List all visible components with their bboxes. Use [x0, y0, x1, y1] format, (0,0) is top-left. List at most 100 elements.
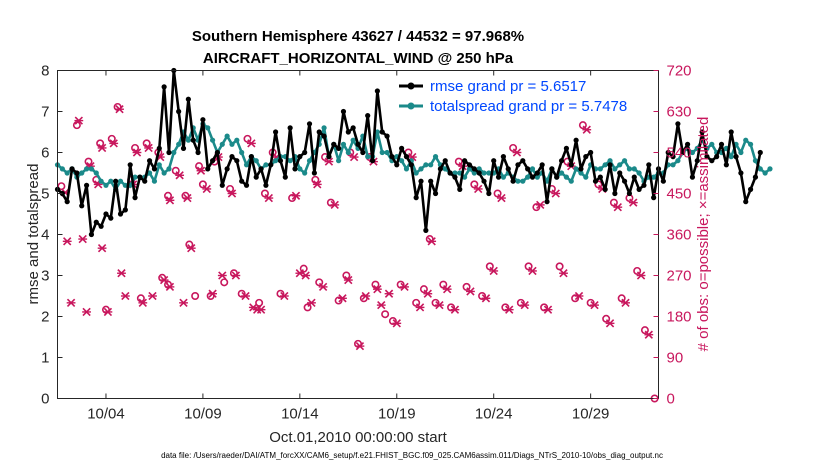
rmse-point	[331, 141, 337, 147]
axis-ticks: 0 1 2 3 4 5 6 7 8 0 90 180 270 360 450 540 630 720 10/04 10…	[41, 63, 691, 423]
obs-possible-marker	[431, 298, 440, 307]
rmse-point	[108, 215, 114, 221]
y-axis-label: rmse and totalspread	[25, 164, 42, 305]
obs-possible-marker	[462, 282, 471, 291]
rmse-point	[500, 154, 507, 160]
rmse-point	[360, 149, 366, 156]
obs-assimilated-marker	[466, 287, 475, 296]
y-tick-label: 7	[41, 104, 49, 121]
obs-assimilated-marker	[66, 298, 76, 307]
obs-assimilated-marker	[74, 116, 84, 125]
totalspread-point	[219, 141, 225, 147]
obs-possible-marker	[586, 298, 595, 307]
rmse-point	[180, 145, 187, 151]
obs-assimilated-marker	[82, 307, 91, 317]
rmse-point	[117, 211, 124, 217]
totalspread-point	[675, 158, 681, 164]
x-tick-label: 10/04	[87, 406, 125, 423]
obs-assimilated-marker	[574, 291, 584, 301]
totalspread-point	[234, 137, 240, 143]
obs-possible-marker	[303, 303, 312, 312]
obs-possible-marker	[555, 262, 564, 271]
totalspread-point	[738, 149, 744, 156]
rmse-point	[520, 158, 526, 164]
totalspread-point	[602, 162, 608, 168]
rmse-point	[418, 178, 424, 184]
legend-spread-marker	[407, 102, 415, 110]
totalspread-point	[466, 166, 473, 172]
obs-possible-marker	[609, 198, 618, 207]
y-right-tick-label: 450	[667, 186, 692, 203]
rmse-point	[399, 145, 405, 151]
rmse-point	[321, 133, 327, 139]
obs-possible-marker	[594, 180, 603, 189]
rmse-point	[529, 174, 536, 180]
rmse-point	[268, 162, 274, 168]
totalspread-point	[176, 141, 182, 147]
rmse-point	[103, 211, 109, 217]
obs-assimilated-marker	[636, 271, 646, 280]
obs-possible-marker	[516, 298, 525, 307]
rmse-point	[132, 195, 138, 201]
totalspread-point	[224, 133, 230, 139]
totalspread-point	[728, 154, 734, 160]
totalspread-point	[432, 154, 439, 160]
rmse-point	[558, 158, 565, 164]
x-tick-label: 10/29	[572, 406, 610, 423]
totalspread-point	[563, 174, 570, 180]
obs-assimilated-marker	[109, 139, 119, 148]
totalspread-point	[287, 158, 293, 164]
totalspread-point	[534, 174, 540, 180]
obs-assimilated-marker	[312, 180, 322, 189]
totalspread-point	[345, 149, 351, 156]
x-tick-label: 10/14	[281, 406, 319, 423]
totalspread-point	[365, 154, 371, 160]
obs-possible-marker	[315, 278, 324, 287]
y-tick-label: 4	[41, 227, 49, 244]
totalspread-point	[243, 162, 250, 168]
rmse-point	[539, 162, 545, 168]
obs-possible-marker	[412, 298, 421, 307]
obs-assimilated-marker	[241, 291, 250, 301]
obs-possible-marker	[640, 326, 649, 335]
totalspread-point	[583, 174, 589, 180]
obs-possible-marker	[524, 262, 533, 271]
rmse-point	[389, 154, 395, 160]
totalspread-point	[302, 170, 308, 176]
obs-assimilated-marker	[400, 282, 409, 292]
totalspread-point	[209, 137, 216, 143]
rmse-point	[340, 108, 347, 115]
obs-assimilated-marker	[361, 291, 371, 301]
obs-assimilated-marker	[186, 244, 196, 253]
rmse-point	[665, 149, 671, 156]
rmse-point	[728, 129, 734, 135]
totalspread-point	[612, 166, 618, 172]
obs-possible-marker	[388, 317, 397, 326]
rmse-point	[205, 166, 211, 172]
rmse-point	[505, 166, 511, 172]
rmse-point	[592, 178, 599, 184]
rmse-point	[636, 186, 642, 192]
rmse-point	[733, 154, 739, 160]
obs-possible-marker	[276, 289, 285, 298]
obs-assimilated-marker	[512, 148, 522, 157]
obs-possible-marker	[198, 180, 207, 189]
rmse-point	[588, 149, 594, 156]
y-right-tick-label: 180	[667, 309, 692, 326]
rmse-point	[98, 223, 104, 229]
obs-assimilated-marker	[256, 305, 266, 314]
rmse-point	[243, 182, 250, 188]
rmse-point	[176, 108, 182, 115]
obs-assimilated-marker	[528, 266, 537, 276]
obs-possible-marker	[191, 291, 200, 300]
obs-assimilated-marker	[628, 198, 638, 207]
y-tick-label: 8	[41, 63, 49, 80]
totalspread-point	[743, 137, 749, 143]
rmse-point	[292, 166, 298, 172]
y-tick-label: 6	[41, 145, 49, 162]
x-tick-label: 10/19	[378, 406, 416, 423]
obs-assimilated-marker	[621, 298, 630, 307]
rmse-point	[287, 125, 293, 131]
rmse-point	[752, 174, 759, 180]
totalspread-point	[558, 170, 565, 176]
